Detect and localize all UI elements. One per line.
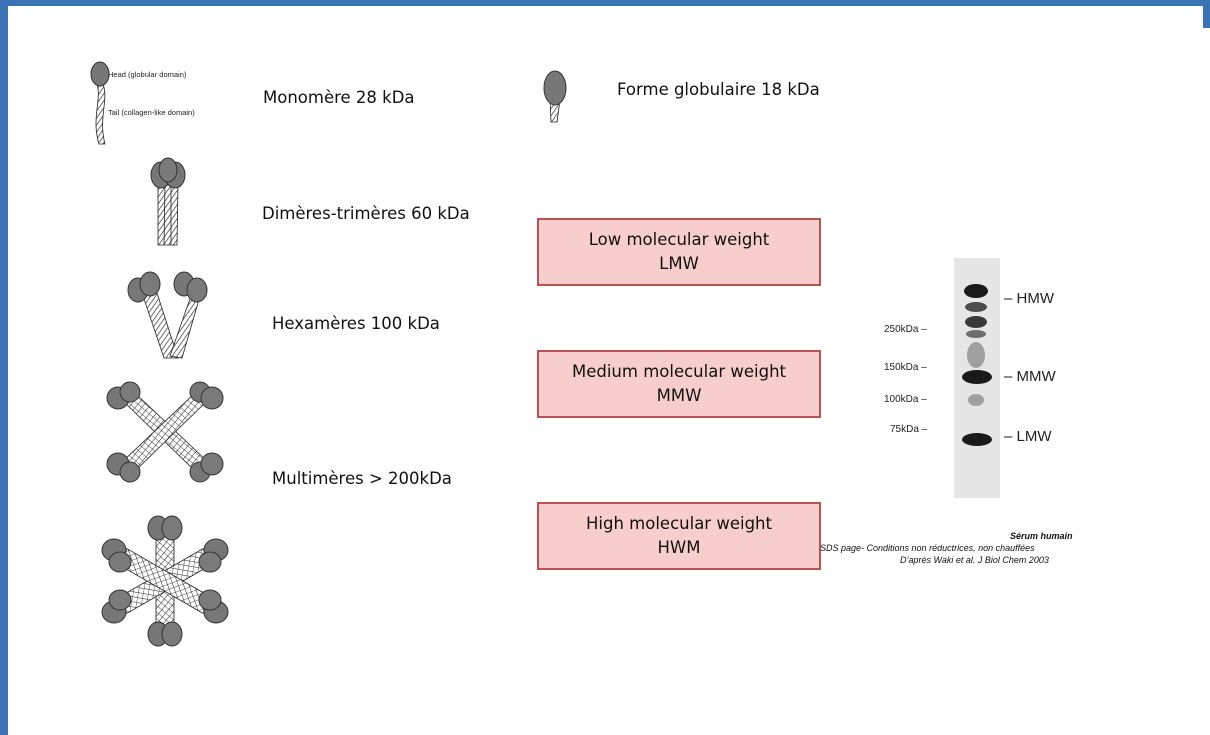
gel-band-smear <box>967 342 985 368</box>
caption-line2: D’après Waki et al. J Biol Chem 2003 <box>900 555 1049 565</box>
gel-band-hmw-4 <box>966 330 986 338</box>
marker-150: 150kDa – <box>884 362 927 373</box>
globular-form-label: Forme globulaire 18 kDa <box>617 80 820 99</box>
dimer-trimer-icon <box>150 157 186 246</box>
marker-100: 100kDa – <box>884 394 927 405</box>
hexamer-label: Hexamères 100 kDa <box>272 314 440 333</box>
multimer-x-icon <box>106 381 224 483</box>
slide-border-right <box>1203 0 1210 28</box>
gel-band-mmw <box>962 370 992 384</box>
hmw-box-line2: HWM <box>657 538 701 557</box>
caption-line1: SDS page- Conditions non réductrices, no… <box>820 543 1035 553</box>
mmw-box: Medium molecular weight MMW <box>537 350 821 418</box>
tag-mmw: – MMW <box>1004 368 1056 385</box>
slide-border-left <box>0 0 8 735</box>
tail-label: Tail (collagen-like domain) <box>108 108 195 117</box>
caption-title: Sérum humain <box>1010 531 1073 541</box>
head-label: Head (globular domain) <box>108 70 187 79</box>
gel-band-hmw-2 <box>965 302 987 312</box>
lmw-box-line2: LMW <box>659 254 699 273</box>
marker-75: 75kDa – <box>890 424 928 435</box>
tag-hmw: – HMW <box>1004 290 1055 307</box>
multimer-label: Multimères > 200kDa <box>272 469 452 488</box>
marker-250: 250kDa – <box>884 324 927 335</box>
gel-band-hmw-1 <box>964 284 988 298</box>
lmw-box: Low molecular weight LMW <box>537 218 821 286</box>
gel-band-lmw <box>962 433 992 446</box>
slide-border-top <box>0 0 1210 6</box>
gel-band-hmw-3 <box>965 316 987 328</box>
dimer-trimer-label: Dimères-trimères 60 kDa <box>262 204 470 223</box>
mmw-box-line2: MMW <box>656 386 702 405</box>
tag-lmw: – LMW <box>1004 428 1052 445</box>
monomer-label: Monomère 28 kDa <box>263 88 415 107</box>
lmw-box-line1: Low molecular weight <box>588 230 770 249</box>
mmw-box-line1: Medium molecular weight <box>571 362 786 381</box>
globular-form-icon <box>543 70 567 123</box>
hmw-box: High molecular weight HWM <box>537 502 821 570</box>
multimer-star-icon <box>101 515 229 647</box>
gel-lane <box>954 258 1000 498</box>
monomer-icon <box>90 61 110 145</box>
gel-band-mid <box>968 394 984 406</box>
hexamer-icon <box>127 271 208 359</box>
hmw-box-line1: High molecular weight <box>586 514 772 533</box>
